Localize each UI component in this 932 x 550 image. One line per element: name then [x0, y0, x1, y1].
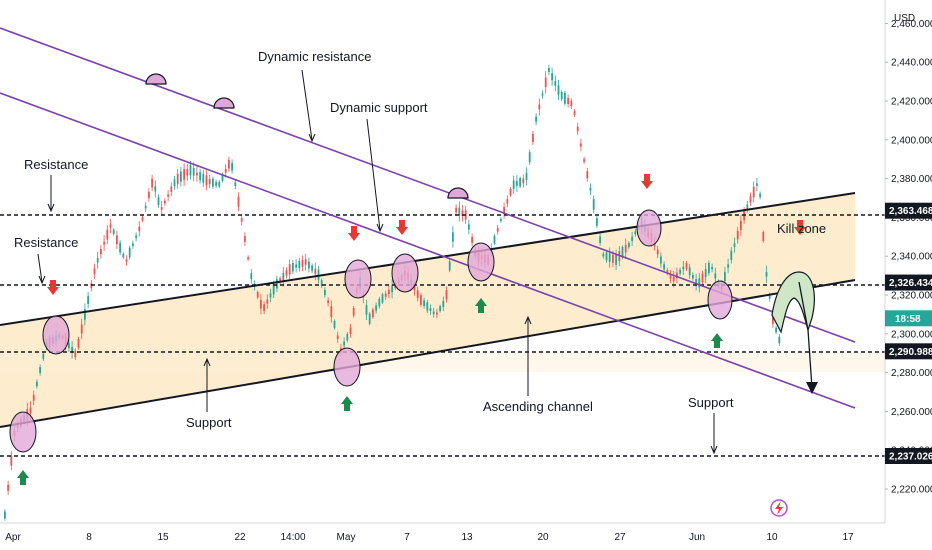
label-ascending-channel: Ascending channel	[483, 399, 593, 414]
time-tick-9: 27	[614, 532, 626, 543]
price-tag-0: 2,363.468	[889, 206, 932, 217]
time-tick-12: 17	[842, 532, 854, 543]
time-tick-1: 8	[86, 532, 92, 543]
signal-arrows	[17, 174, 806, 485]
dynamic-support-line	[0, 92, 856, 409]
price-tag-4: 2,237.026	[889, 452, 932, 463]
price-tag-1: 2,326.434	[889, 278, 932, 289]
price-tag-bg-4	[885, 448, 932, 464]
price-tick-8: 2,380.000	[891, 174, 932, 185]
price-tick-0: 2,220.000	[891, 485, 932, 496]
currency-label: USD	[894, 13, 915, 24]
reaction-circles	[9, 209, 733, 453]
time-tick-8: 20	[537, 532, 549, 543]
time-tick-2: 15	[157, 532, 169, 543]
time-tick-6: 7	[404, 532, 410, 543]
price-tag-bg-0	[885, 202, 932, 219]
time-tick-11: 10	[766, 532, 778, 543]
price-tick-2: 2,260.000	[891, 407, 932, 418]
channel-upper-line	[0, 192, 856, 326]
time-axis[interactable]	[0, 523, 885, 550]
time-tick-10: Jun	[689, 532, 705, 543]
price-tick-4: 2,300.000	[891, 329, 932, 340]
lightning-icon[interactable]	[770, 499, 788, 517]
label-dynamic-resistance: Dynamic resistance	[258, 49, 371, 64]
label-resistance-1: Resistance	[24, 157, 88, 172]
annotation-pointers	[37, 69, 718, 455]
price-tick-6: 2,340.000	[891, 252, 932, 263]
price-tick-5: 2,320.000	[891, 291, 932, 302]
label-support-2: Support	[688, 395, 734, 410]
projection-path	[798, 281, 813, 389]
label-support-1: Support	[186, 415, 232, 430]
price-tag-3: 2,290.988	[889, 347, 932, 358]
time-ticks: Apr 8 15 22 14:00 May 7 13 20 27 Jun 10 17	[5, 532, 854, 543]
price-tag-bg-2	[885, 310, 932, 327]
time-tick-0: Apr	[5, 532, 21, 543]
label-dynamic-support: Dynamic support	[330, 100, 428, 115]
label-kill-zone: Kill zone	[777, 221, 826, 236]
price-tag-bg-1	[885, 274, 932, 291]
support-band	[0, 352, 885, 372]
price-tick-3: 2,280.000	[891, 368, 932, 379]
price-tick-10: 2,420.000	[891, 97, 932, 108]
price-tags: 2,363.468 2,326.434 18:58 2,290.988 2,237.02…	[885, 202, 932, 464]
time-tick-7: 13	[461, 532, 473, 543]
touch-markers	[145, 73, 469, 199]
label-resistance-2: Resistance	[14, 235, 78, 250]
time-tick-4: 14:00	[280, 532, 305, 543]
time-tick-5: May	[337, 532, 356, 543]
price-tag-bg-3	[885, 343, 932, 360]
price-tick-11: 2,440.000	[891, 58, 932, 69]
price-tag-2: 18:58	[895, 314, 921, 325]
price-tick-12: 2,460.000	[891, 19, 932, 30]
price-tick-9: 2,400.000	[891, 135, 932, 146]
time-tick-3: 22	[234, 532, 246, 543]
projection-arrowhead	[806, 382, 818, 394]
